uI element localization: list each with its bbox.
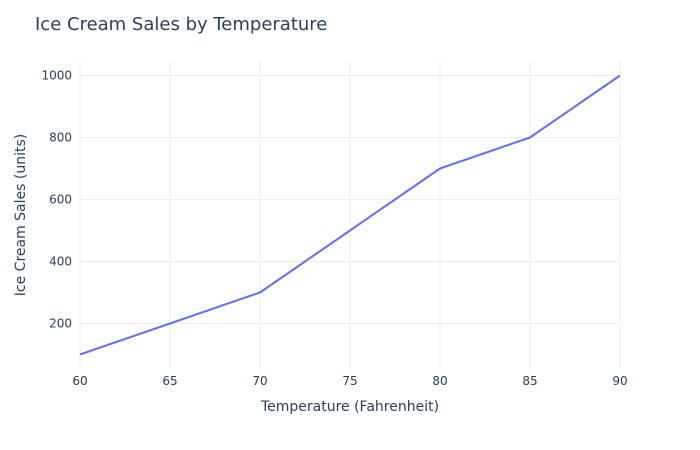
x-gridlines <box>79 60 621 370</box>
x-tick-label: 60 <box>72 374 87 388</box>
series-group <box>79 74 621 356</box>
x-tick-label: 70 <box>252 374 267 388</box>
x-tick-label: 75 <box>342 374 357 388</box>
x-tick-label: 65 <box>162 374 177 388</box>
y-tick-label: 400 <box>49 255 72 269</box>
y-tick-label: 200 <box>49 317 72 331</box>
y-tick-labels: 200 400 600 800 1000 <box>41 69 72 331</box>
x-tick-label: 90 <box>612 374 627 388</box>
y-axis-title: Ice Cream Sales (units) <box>13 134 29 296</box>
x-axis-title: Temperature (Fahrenheit) <box>260 399 439 415</box>
y-tick-label: 1000 <box>41 69 72 83</box>
x-tick-labels: 60 65 70 75 80 85 90 <box>72 374 627 388</box>
x-tick-label: 80 <box>432 374 447 388</box>
series-line <box>79 74 621 356</box>
y-tick-label: 800 <box>49 131 72 145</box>
y-tick-label: 600 <box>49 193 72 207</box>
x-tick-label: 85 <box>522 374 537 388</box>
chart-title: Ice Cream Sales by Temperature <box>35 14 327 35</box>
